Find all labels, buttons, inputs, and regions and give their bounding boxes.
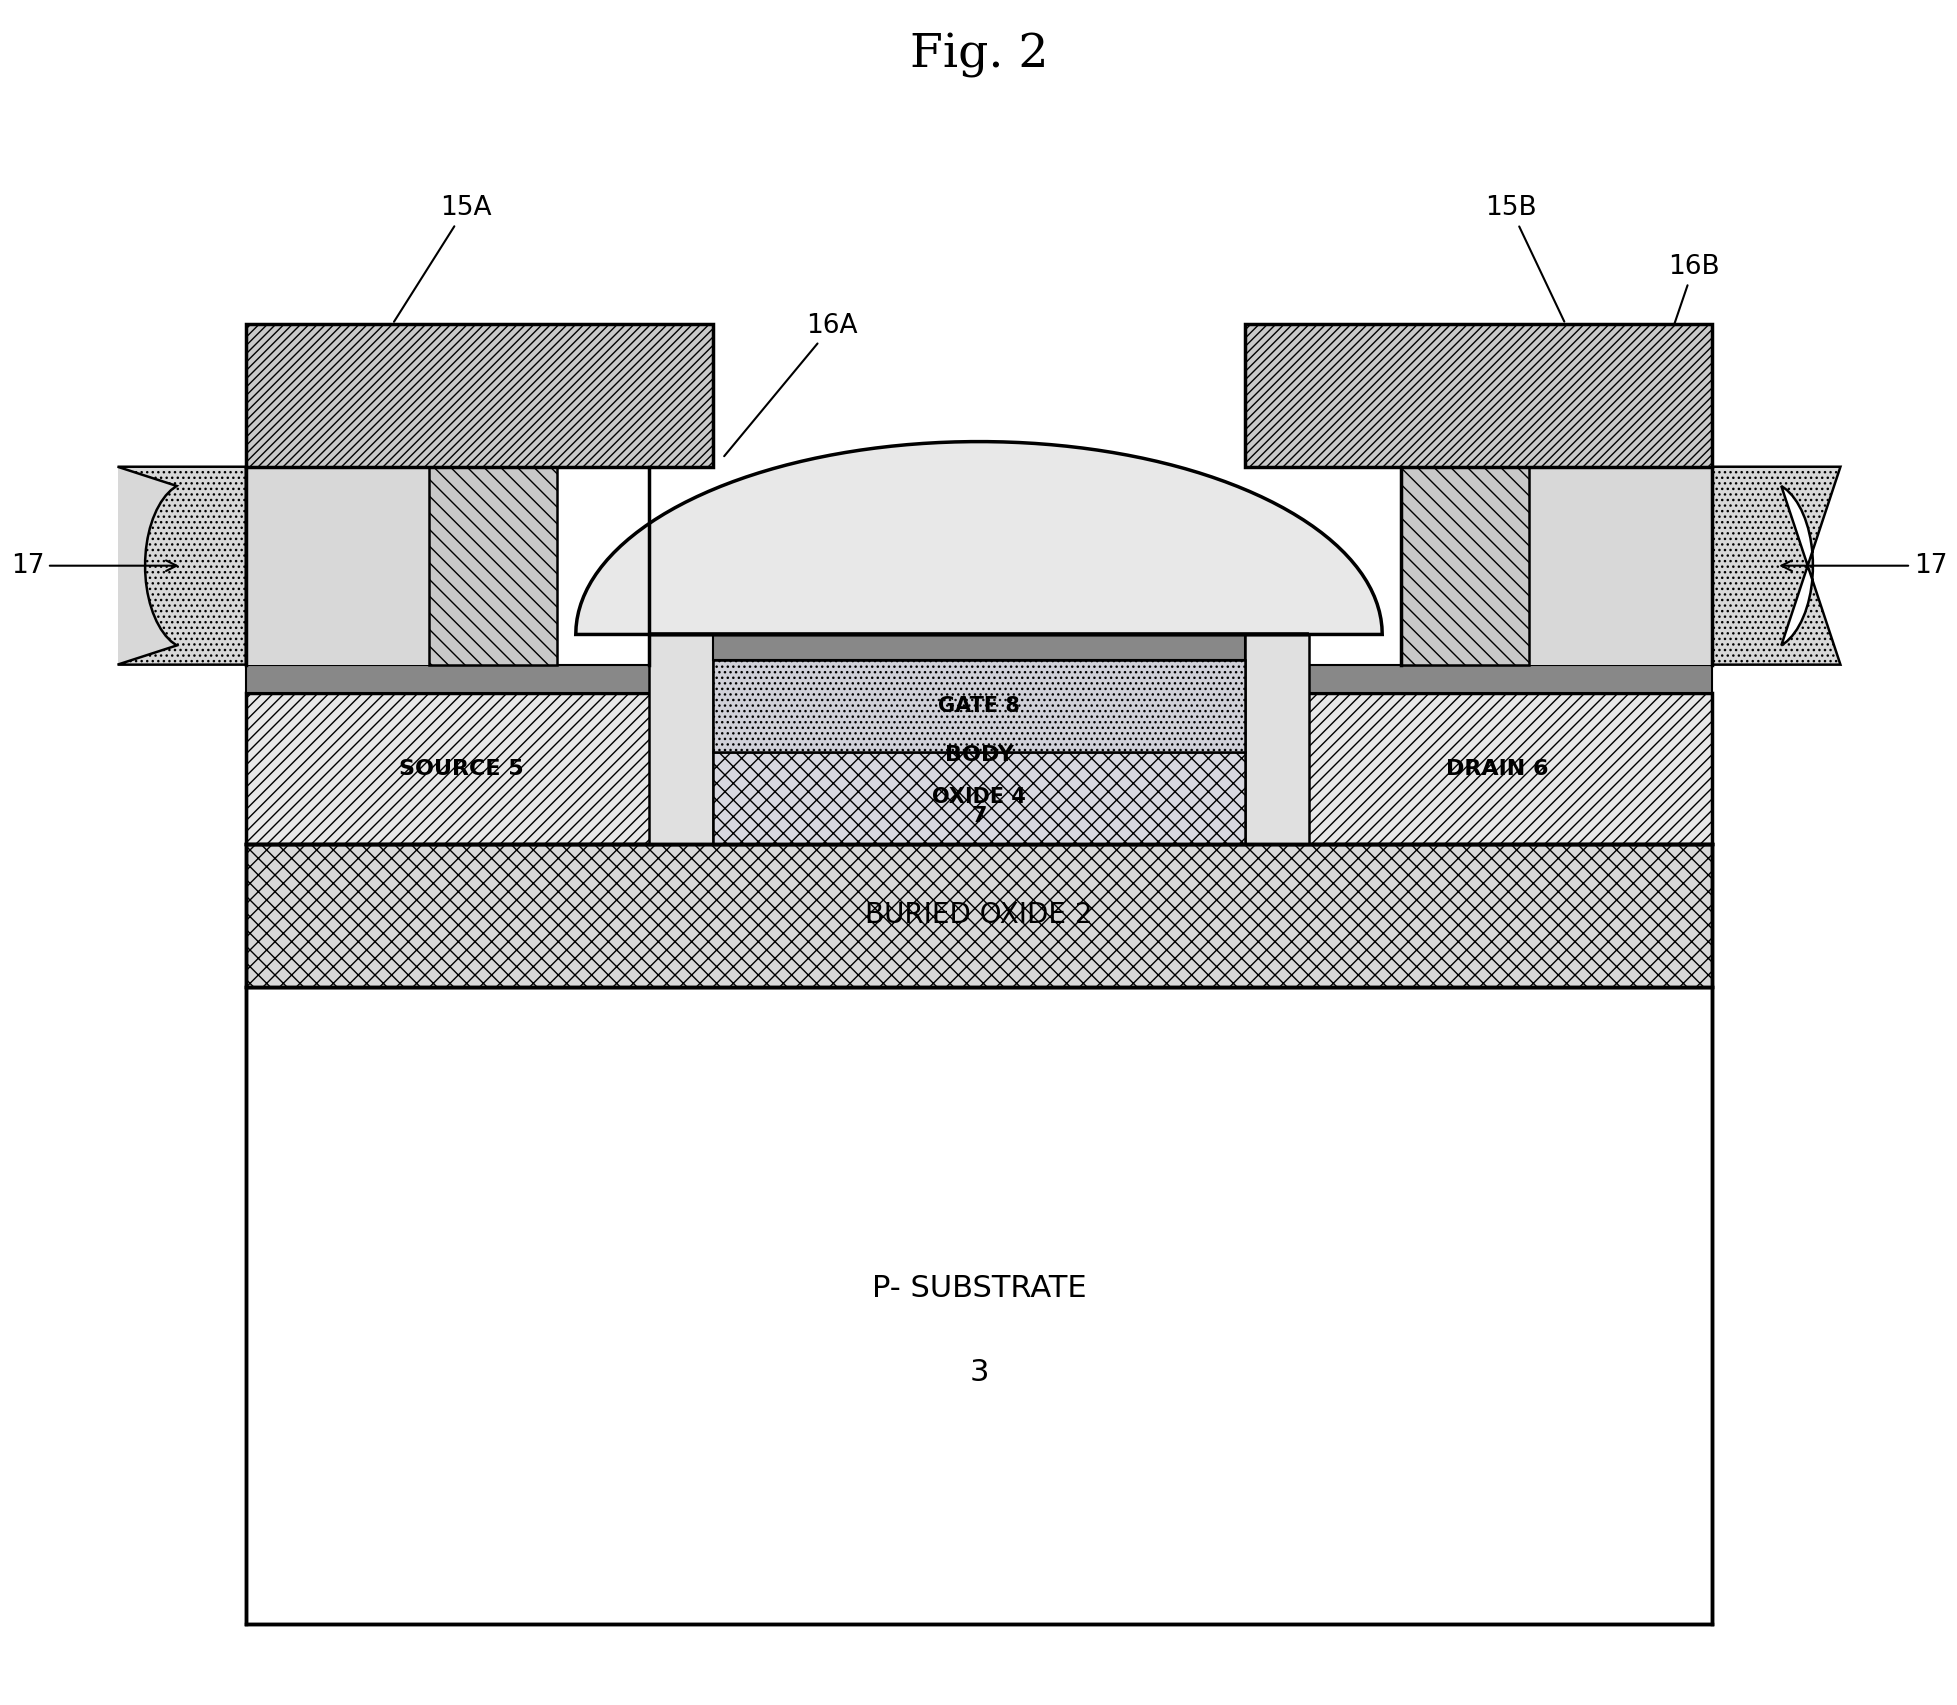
Bar xyxy=(712,660,1245,752)
Text: 17: 17 xyxy=(10,552,176,578)
Bar xyxy=(247,324,712,467)
Bar xyxy=(712,634,1245,660)
Text: GATE 8: GATE 8 xyxy=(937,696,1020,716)
Bar xyxy=(247,844,1710,987)
Text: DRAIN 6: DRAIN 6 xyxy=(1444,759,1548,779)
Text: 7: 7 xyxy=(971,805,986,825)
Text: 17: 17 xyxy=(1781,552,1947,578)
Bar xyxy=(247,665,677,694)
Text: 15B: 15B xyxy=(1483,194,1564,322)
Polygon shape xyxy=(575,442,1382,634)
Bar xyxy=(1280,665,1710,694)
Text: BODY: BODY xyxy=(943,745,1014,766)
Polygon shape xyxy=(1245,634,1307,844)
Text: 3: 3 xyxy=(969,1357,988,1386)
Bar xyxy=(1399,467,1528,665)
Bar xyxy=(247,694,677,844)
Bar xyxy=(247,987,1710,1625)
Text: 15A: 15A xyxy=(393,194,491,322)
Bar xyxy=(1245,324,1710,467)
Bar xyxy=(712,694,1245,844)
Polygon shape xyxy=(117,467,247,665)
Text: 16B: 16B xyxy=(1658,254,1718,372)
Text: BURIED OXIDE 2: BURIED OXIDE 2 xyxy=(865,900,1092,929)
Bar xyxy=(429,467,558,665)
Polygon shape xyxy=(117,467,247,665)
Text: OXIDE 4: OXIDE 4 xyxy=(932,788,1025,806)
Bar xyxy=(712,752,1245,844)
Text: Fig. 2: Fig. 2 xyxy=(910,32,1047,78)
Bar xyxy=(1280,694,1710,844)
Polygon shape xyxy=(1710,467,1840,665)
Text: 16A: 16A xyxy=(724,312,857,457)
Bar xyxy=(247,467,429,665)
Text: P- SUBSTRATE: P- SUBSTRATE xyxy=(871,1274,1086,1303)
Bar xyxy=(1399,467,1710,665)
Text: SOURCE 5: SOURCE 5 xyxy=(399,759,523,779)
Polygon shape xyxy=(650,634,712,844)
